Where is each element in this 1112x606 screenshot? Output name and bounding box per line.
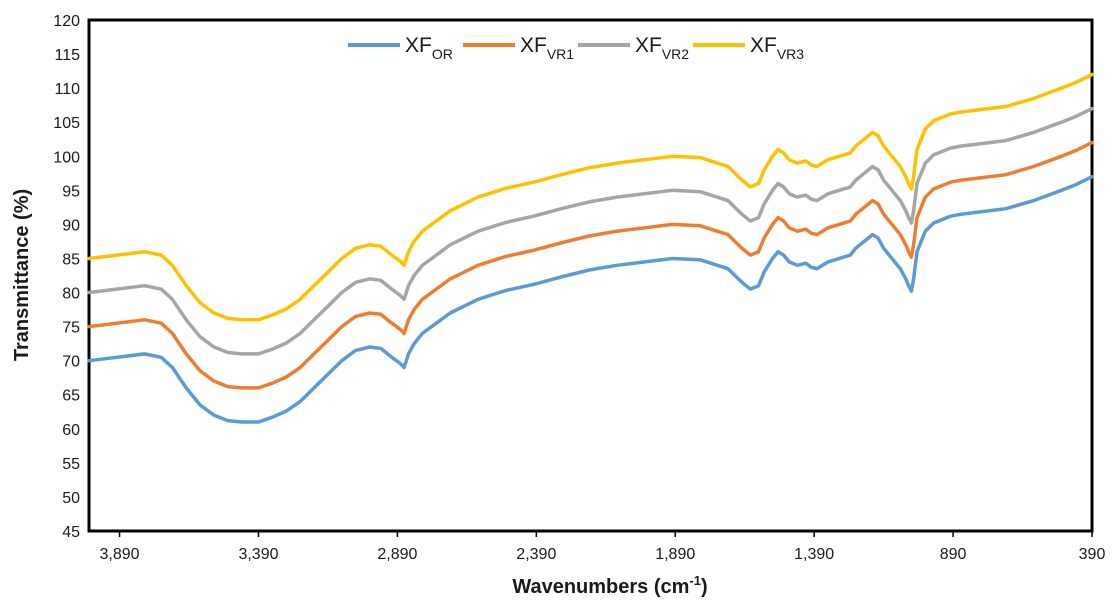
plot-area	[87, 18, 1094, 533]
legend-label-main: XF	[405, 34, 432, 57]
series-line-or	[87, 174, 1094, 424]
legend-label-main: XF	[520, 34, 547, 57]
legend-label-or: XFOR	[405, 34, 453, 62]
legend-label-vr1: XFVR1	[520, 34, 574, 62]
y-tick-label: 50	[62, 490, 80, 507]
legend-label-subscript: VR3	[777, 46, 804, 62]
x-axis-title-close: )	[701, 576, 708, 598]
series-line-vr3	[87, 72, 1094, 322]
legend-label-main: XF	[635, 34, 662, 57]
x-tick-label: 1,890	[655, 546, 695, 563]
series-lines	[87, 72, 1094, 424]
y-tick-label: 85	[62, 251, 80, 268]
legend: XFOR XFVR1 XFVR2 XFVR3	[348, 34, 804, 62]
series-line-vr1	[87, 140, 1094, 390]
legend-label-subscript: VR1	[547, 46, 574, 62]
y-tick-label: 120	[53, 13, 80, 30]
legend-label-vr3: XFVR3	[750, 34, 804, 62]
x-tick-label: 3,890	[100, 546, 140, 563]
x-tick-label: 890	[940, 546, 967, 563]
y-tick-label: 65	[62, 388, 80, 405]
y-tick-label: 105	[53, 115, 80, 132]
y-tick-label: 90	[62, 217, 80, 234]
y-tick-label: 60	[62, 422, 80, 439]
x-axis-title-exponent: -1	[689, 573, 701, 588]
x-tick-label: 2,390	[516, 546, 556, 563]
x-axis-title-main: Wavenumbers (cm	[512, 576, 689, 598]
x-axis-title: Wavenumbers (cm-1)	[512, 573, 707, 598]
legend-label-subscript: VR2	[662, 46, 689, 62]
x-tick-label: 390	[1079, 546, 1106, 563]
legend-label-main: XF	[750, 34, 777, 57]
y-tick-label: 70	[62, 354, 80, 371]
legend-label-subscript: OR	[432, 46, 453, 62]
x-tick-label: 1,390	[794, 546, 834, 563]
x-tick-label: 3,390	[238, 546, 278, 563]
y-tick-label: 45	[62, 524, 80, 541]
y-tick-label: 95	[62, 183, 80, 200]
x-tick-label: 2,890	[377, 546, 417, 563]
series-line-vr2	[87, 106, 1094, 356]
y-tick-label: 80	[62, 286, 80, 303]
legend-label-vr2: XFVR2	[635, 34, 689, 62]
y-axis-title: Transmittance (%)	[11, 189, 33, 361]
y-tick-label: 100	[53, 149, 80, 166]
x-axis-ticks: 3,890 3,390 2,890 2,390 1,890 1,390 890 390	[100, 531, 1106, 563]
y-tick-label: 115	[54, 47, 80, 64]
y-tick-label: 75	[62, 320, 80, 337]
y-tick-label: 55	[62, 456, 80, 473]
y-tick-label: 110	[54, 81, 80, 98]
y-axis-ticks: 45 50 55 60 65 70 75 80 85 90 95 100 105 110 115 120	[53, 13, 80, 541]
